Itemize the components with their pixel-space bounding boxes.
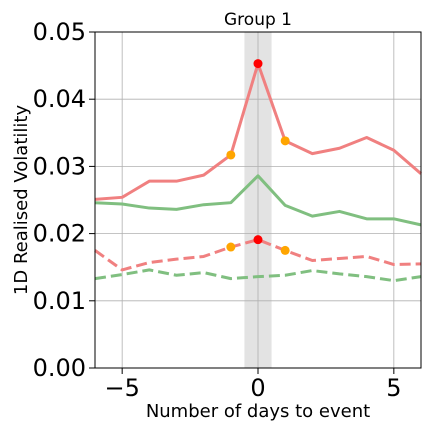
y-tick-label-2: 0.02: [33, 220, 86, 248]
chart-title: Group 1: [224, 10, 292, 30]
data-point-marker-0: [253, 59, 263, 69]
x-axis-label: Number of days to event: [146, 401, 370, 422]
data-point-marker-3: [253, 235, 263, 245]
x-tick-label-1: 0: [250, 374, 265, 402]
x-tick-label-2: 5: [386, 374, 401, 402]
y-axis-label: 1D Realised Volatility: [11, 105, 32, 296]
data-point-marker-5: [280, 245, 290, 255]
y-tick-label-0: 0.00: [33, 354, 86, 382]
data-point-marker-1: [226, 150, 236, 160]
data-point-marker-2: [280, 136, 290, 146]
series-line-3-dashed: [94, 268, 422, 283]
y-tick-label-3: 0.03: [33, 152, 86, 180]
y-tick-label-5: 0.05: [33, 18, 86, 46]
marker-layer: [226, 59, 290, 255]
y-tick-label-4: 0.04: [33, 85, 86, 113]
x-tick-label-0: −5: [104, 374, 139, 402]
y-tick-label-1: 0.01: [33, 287, 86, 315]
series-line-1-solid: [94, 174, 422, 227]
tick-layer: −5 0 5 0.00 0.01 0.02 0.03 0.04 0.05: [33, 18, 402, 402]
data-point-marker-4: [226, 242, 236, 252]
